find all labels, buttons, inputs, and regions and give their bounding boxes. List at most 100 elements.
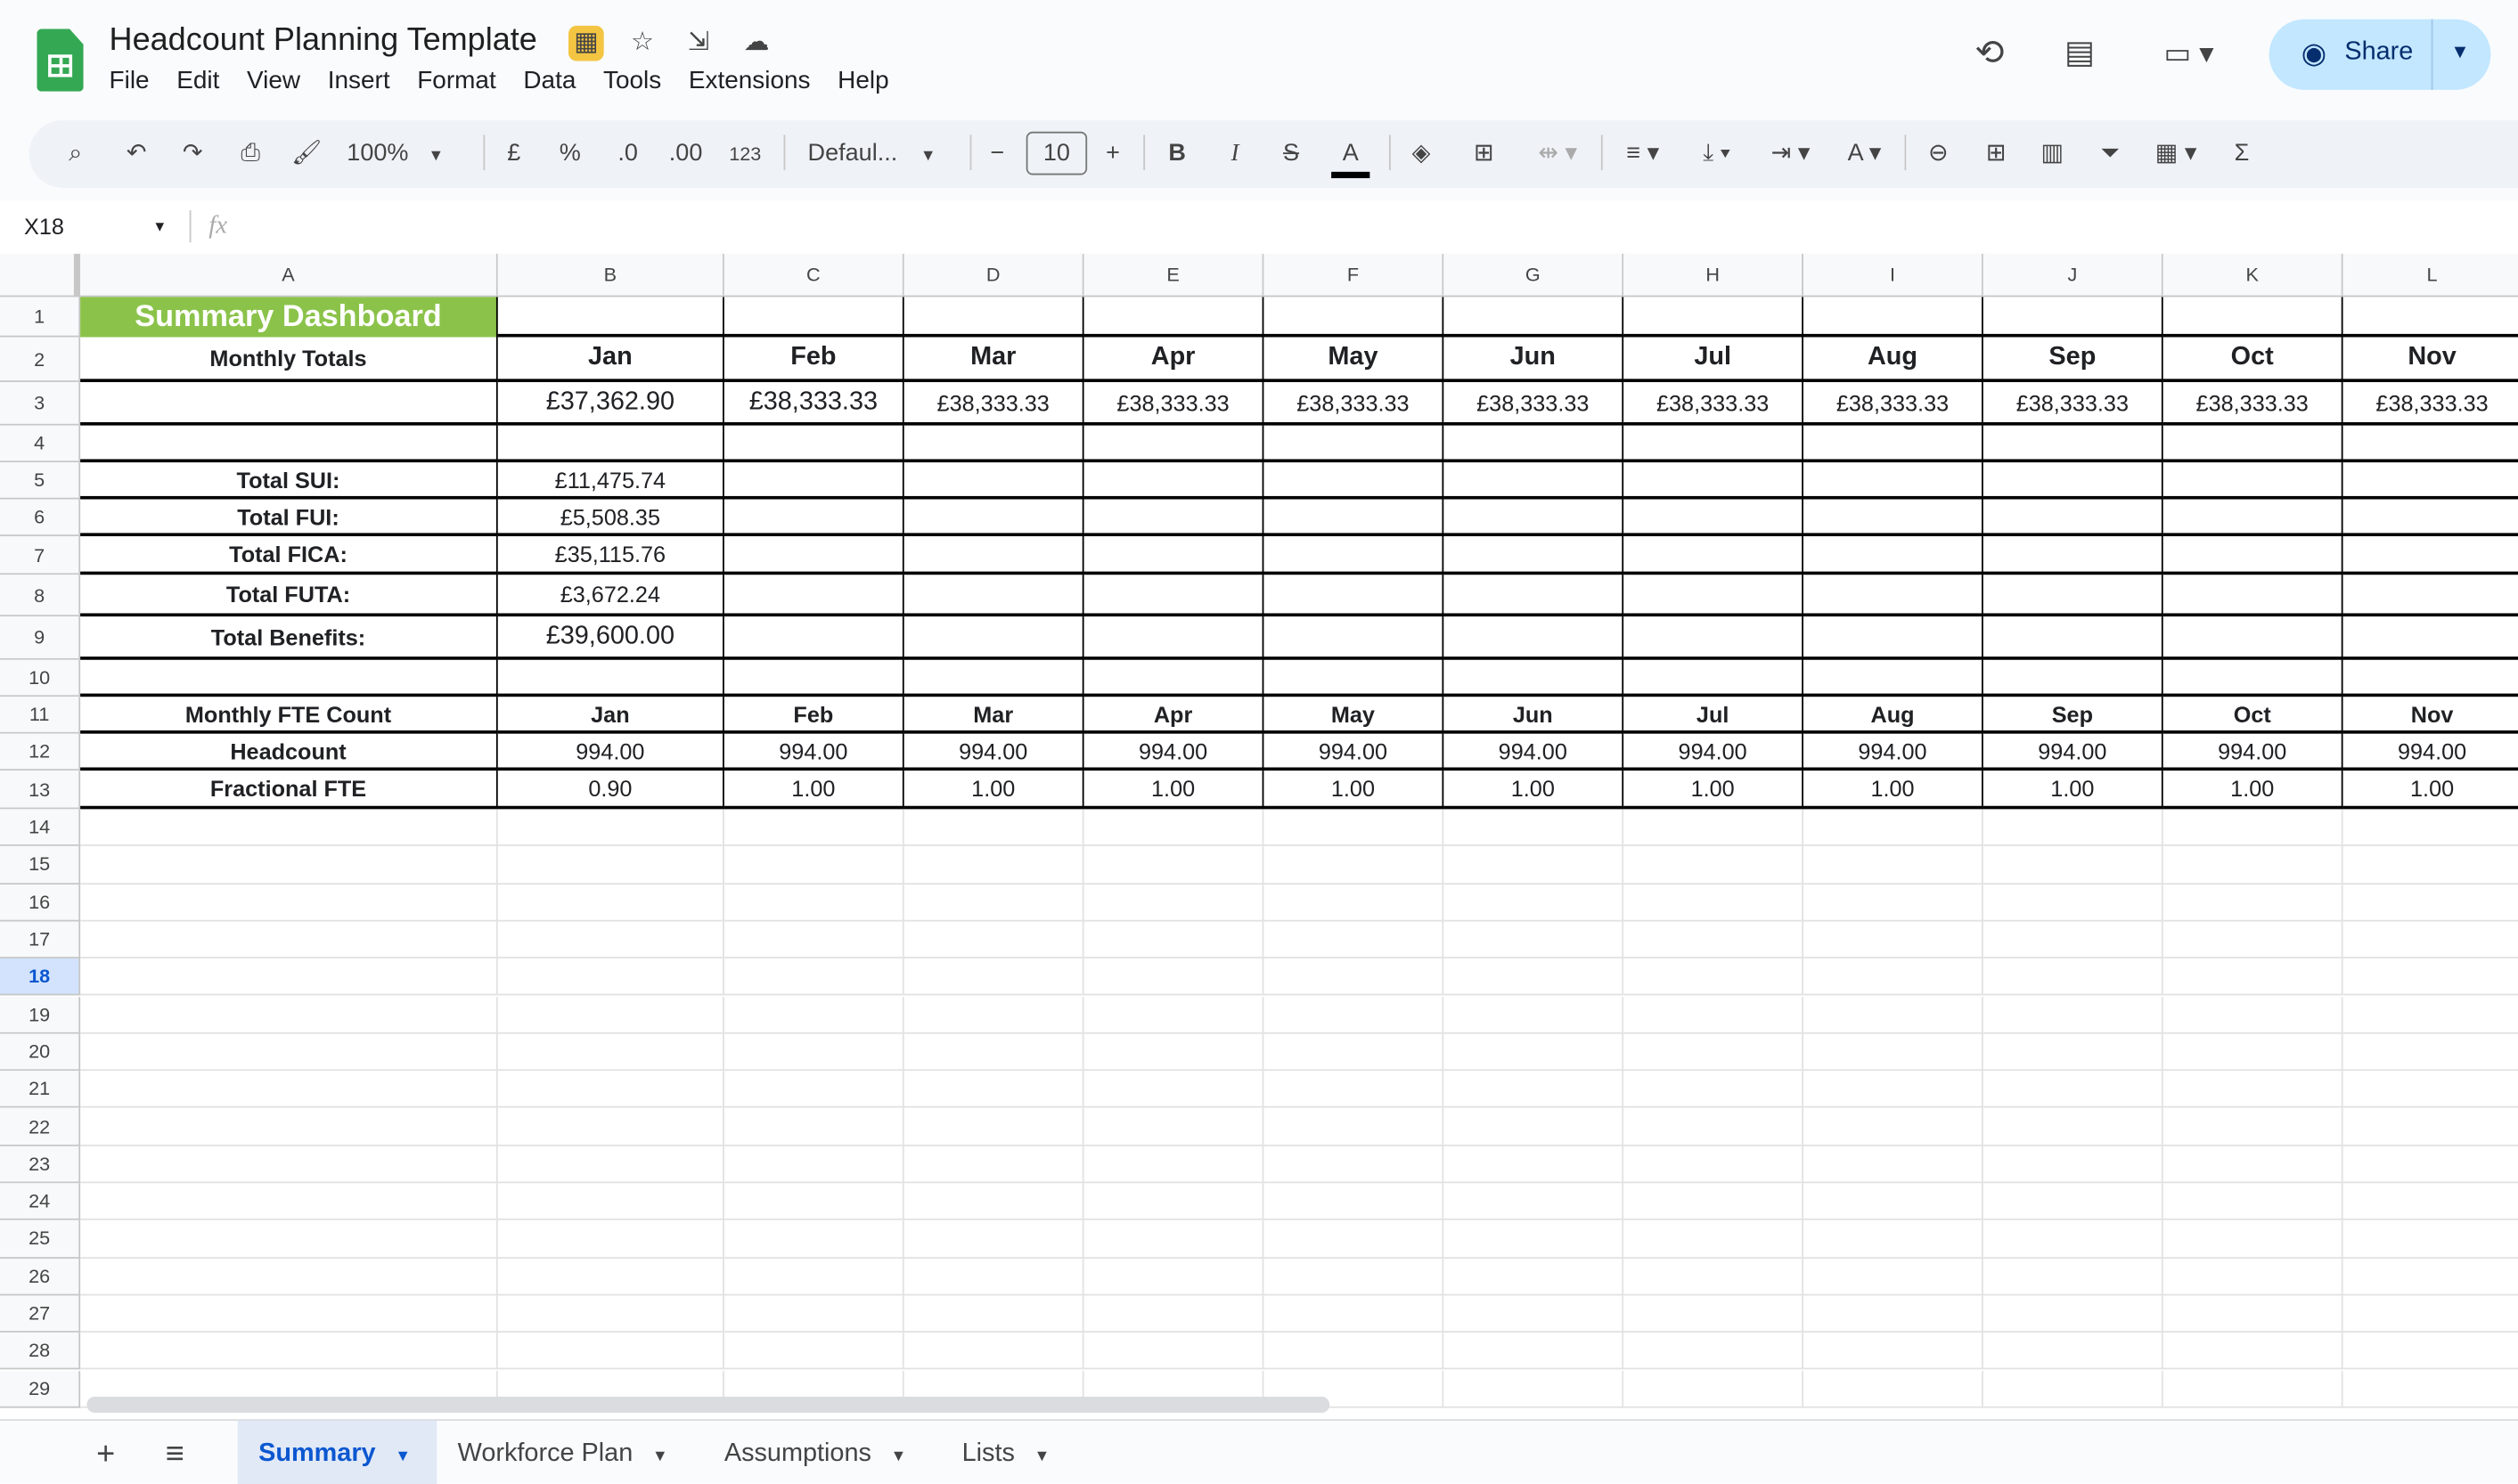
cell-c10[interactable]: [724, 659, 904, 697]
column-header-e[interactable]: E: [1083, 253, 1264, 298]
cell-c2[interactable]: Feb: [724, 337, 904, 382]
share-dropdown-icon[interactable]: ▼: [2450, 40, 2470, 63]
empty-cell[interactable]: [1083, 1033, 1264, 1072]
empty-cell[interactable]: [724, 1258, 904, 1296]
star-icon[interactable]: ☆: [630, 29, 654, 57]
column-header-c[interactable]: C: [724, 253, 904, 298]
empty-cell[interactable]: [903, 809, 1084, 847]
cell-g5[interactable]: [1443, 462, 1624, 500]
empty-cell[interactable]: [1443, 1183, 1624, 1221]
empty-cell[interactable]: [497, 1258, 724, 1296]
cell-h4[interactable]: [1623, 425, 1803, 463]
empty-cell[interactable]: [1983, 958, 2163, 997]
cell-k3[interactable]: £38,333.33: [2162, 381, 2343, 426]
cell-d3[interactable]: £38,333.33: [903, 381, 1084, 426]
row-header-23[interactable]: 23: [0, 1146, 81, 1184]
empty-cell[interactable]: [1443, 958, 1624, 997]
text-color-icon[interactable]: A: [1331, 136, 1370, 179]
cell-k12[interactable]: 994.00: [2162, 733, 2343, 771]
percent-format-button[interactable]: %: [559, 139, 581, 167]
cell-b4[interactable]: [497, 425, 724, 463]
redo-icon[interactable]: ↷: [182, 139, 203, 167]
row-header-2[interactable]: 2: [0, 337, 81, 382]
empty-cell[interactable]: [724, 1146, 904, 1184]
share-button[interactable]: ◉ Share ▼: [2269, 19, 2491, 90]
cell-g12[interactable]: 994.00: [1443, 733, 1624, 771]
empty-cell[interactable]: [1263, 1071, 1444, 1109]
empty-cell[interactable]: [1803, 846, 1983, 885]
empty-cell[interactable]: [1803, 921, 1983, 959]
row-header-6[interactable]: 6: [0, 499, 81, 536]
version-history-icon[interactable]: ⟲: [1974, 32, 2005, 73]
empty-cell[interactable]: [903, 958, 1084, 997]
cell-d13[interactable]: 1.00: [903, 771, 1084, 810]
empty-cell[interactable]: [1443, 996, 1624, 1034]
empty-cell[interactable]: [1263, 884, 1444, 922]
cell-a2[interactable]: Monthly Totals: [80, 337, 498, 382]
empty-cell[interactable]: [1443, 921, 1624, 959]
cell-j10[interactable]: [1983, 659, 2163, 697]
cell-k9[interactable]: [2162, 616, 2343, 660]
empty-cell[interactable]: [1983, 1108, 2163, 1146]
empty-cell[interactable]: [1623, 996, 1803, 1034]
cell-g13[interactable]: 1.00: [1443, 771, 1624, 810]
select-all-corner[interactable]: [0, 253, 81, 298]
cell-j5[interactable]: [1983, 462, 2163, 500]
menu-data[interactable]: Data: [523, 67, 576, 95]
empty-cell[interactable]: [724, 1183, 904, 1221]
tab-dropdown-icon[interactable]: ▼: [890, 1447, 907, 1466]
empty-cell[interactable]: [2342, 846, 2518, 885]
all-sheets-icon[interactable]: ≡: [165, 1437, 184, 1472]
empty-cell[interactable]: [1803, 1220, 1983, 1259]
font-size-input[interactable]: 10: [1026, 131, 1088, 175]
cell-f7[interactable]: [1263, 535, 1444, 575]
cell-d2[interactable]: Mar: [903, 337, 1084, 382]
empty-cell[interactable]: [497, 809, 724, 847]
empty-cell[interactable]: [497, 958, 724, 997]
italic-icon[interactable]: I: [1230, 141, 1239, 167]
empty-cell[interactable]: [1083, 1071, 1264, 1109]
decrease-font-size-icon[interactable]: −: [990, 139, 1005, 167]
column-header-k[interactable]: K: [2162, 253, 2343, 298]
cell-b7[interactable]: £35,115.76: [497, 535, 724, 575]
cell-c12[interactable]: 994.00: [724, 733, 904, 771]
empty-cell[interactable]: [724, 884, 904, 922]
empty-cell[interactable]: [1443, 1146, 1624, 1184]
empty-cell[interactable]: [1623, 1146, 1803, 1184]
row-header-4[interactable]: 4: [0, 425, 81, 463]
empty-cell[interactable]: [1083, 846, 1264, 885]
cell-c8[interactable]: [724, 575, 904, 617]
empty-cell[interactable]: [2342, 996, 2518, 1034]
cell-i8[interactable]: [1803, 575, 1983, 617]
cell-a6[interactable]: Total FUI:: [80, 499, 498, 536]
empty-cell[interactable]: [80, 1295, 498, 1333]
more-formats-button[interactable]: 123: [729, 143, 762, 166]
empty-cell[interactable]: [80, 1108, 498, 1146]
empty-cell[interactable]: [1263, 1183, 1444, 1221]
cell-f4[interactable]: [1263, 425, 1444, 463]
cell-l3[interactable]: £38,333.33: [2342, 382, 2518, 426]
empty-cell[interactable]: [1263, 996, 1444, 1034]
increase-decimal-button[interactable]: .00: [668, 139, 703, 167]
empty-cell[interactable]: [497, 1071, 724, 1109]
empty-cell[interactable]: [1983, 1370, 2163, 1408]
functions-icon[interactable]: Σ: [2234, 139, 2250, 167]
cell-h11[interactable]: Jul: [1623, 697, 1803, 734]
empty-cell[interactable]: [80, 1220, 498, 1259]
empty-cell[interactable]: [497, 1295, 724, 1333]
row-header-10[interactable]: 10: [0, 659, 81, 697]
empty-cell[interactable]: [1263, 1370, 1444, 1408]
horizontal-scrollbar[interactable]: [86, 1397, 1330, 1414]
cell-e13[interactable]: 1.00: [1083, 771, 1264, 810]
empty-cell[interactable]: [2162, 846, 2343, 885]
row-header-14[interactable]: 14: [0, 809, 81, 847]
empty-cell[interactable]: [1623, 884, 1803, 922]
cell-h7[interactable]: [1623, 535, 1803, 575]
empty-cell[interactable]: [903, 1033, 1084, 1072]
menu-tools[interactable]: Tools: [603, 67, 662, 95]
cell-e3[interactable]: £38,333.33: [1083, 381, 1264, 426]
empty-cell[interactable]: [1623, 1183, 1803, 1221]
cell-b10[interactable]: [497, 659, 724, 697]
menu-view[interactable]: View: [247, 67, 301, 95]
cell-h5[interactable]: [1623, 462, 1803, 500]
